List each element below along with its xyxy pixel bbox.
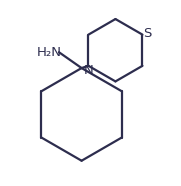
Text: N: N: [84, 64, 93, 77]
Text: S: S: [143, 27, 151, 40]
Text: H₂N: H₂N: [37, 46, 62, 59]
